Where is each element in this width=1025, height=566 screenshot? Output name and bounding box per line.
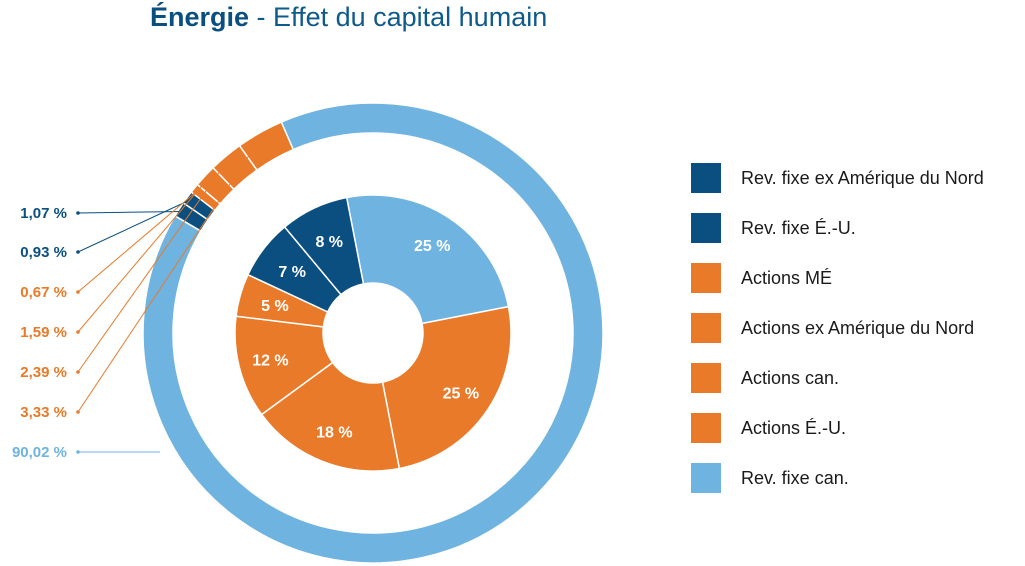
legend-swatch-1 <box>691 213 721 243</box>
legend-swatch-0 <box>691 163 721 193</box>
legend-label-3: Actions ex Amérique du Nord <box>741 317 975 338</box>
leader-line-5 <box>77 135 263 413</box>
outer-slice-label-1: 0,93 % <box>20 244 67 261</box>
legend-label-4: Actions can. <box>741 367 840 388</box>
legend-item-3: Actions ex Amérique du Nord <box>691 312 1025 344</box>
leader-dot-2 <box>76 290 80 294</box>
inner-slice-label-0: 25 % <box>414 238 450 255</box>
outer-slice-label-3: 1,59 % <box>20 324 67 341</box>
legend-label-2: Actions MÉ <box>741 267 833 288</box>
outer-slice-label-0: 1,07 % <box>20 205 67 222</box>
leader-line-4 <box>77 158 229 373</box>
legend-swatch-3 <box>691 313 721 343</box>
legend-label-5: Actions É.-U. <box>741 417 847 438</box>
inner-slice-1 <box>381 305 512 470</box>
legend-swatch-2 <box>691 263 721 293</box>
legend-swatch-5 <box>691 413 721 443</box>
leader-dot-5 <box>76 410 80 414</box>
outer-slice-label-6: 90,02 % <box>12 444 67 461</box>
leader-dot-6 <box>76 450 80 454</box>
leader-dot-0 <box>76 211 80 215</box>
legend-item-4: Actions can. <box>691 362 1025 394</box>
inner-slice-label-5: 7 % <box>278 264 306 281</box>
legend-swatch-6 <box>691 463 721 493</box>
chart-title: Énergie - Effet du capital humain <box>150 2 547 33</box>
leader-line-0 <box>77 210 183 214</box>
leader-dot-1 <box>76 250 80 254</box>
leader-dot-4 <box>76 370 80 374</box>
legend-item-1: Rev. fixe É.-U. <box>691 212 1025 244</box>
legend-label-0: Rev. fixe ex Amérique du Nord <box>741 167 984 188</box>
legend-item-0: Rev. fixe ex Amérique du Nord <box>691 162 1025 194</box>
leader-line-2 <box>77 190 198 293</box>
inner-slice-label-1: 25 % <box>443 385 479 402</box>
leader-dot-3 <box>76 330 80 334</box>
legend-swatch-4 <box>691 363 721 393</box>
outer-slice-label-5: 3,33 % <box>20 404 67 421</box>
inner-slice-6 <box>283 196 365 296</box>
legend-label-6: Rev. fixe can. <box>741 467 849 488</box>
leader-line-3 <box>77 178 209 333</box>
chart-title-bold: Énergie <box>150 2 250 32</box>
outer-slice-label-2: 0,67 % <box>20 284 67 301</box>
legend-item-2: Actions MÉ <box>691 262 1025 294</box>
inner-slice-label-6: 8 % <box>315 234 343 251</box>
inner-slice-label-2: 18 % <box>316 425 352 442</box>
leader-line-1 <box>77 199 191 253</box>
chart-title-rest: - Effet du capital humain <box>249 2 548 32</box>
inner-slice-0 <box>345 194 510 325</box>
outer-slice-label-4: 2,39 % <box>20 364 67 381</box>
legend-item-6: Rev. fixe can. <box>691 462 1025 494</box>
inner-slice-label-3: 12 % <box>252 353 288 370</box>
inner-slice-label-4: 5 % <box>261 298 289 315</box>
outer-slice-6 <box>142 102 604 564</box>
legend-item-5: Actions É.-U. <box>691 412 1025 444</box>
legend-label-1: Rev. fixe É.-U. <box>741 217 856 238</box>
